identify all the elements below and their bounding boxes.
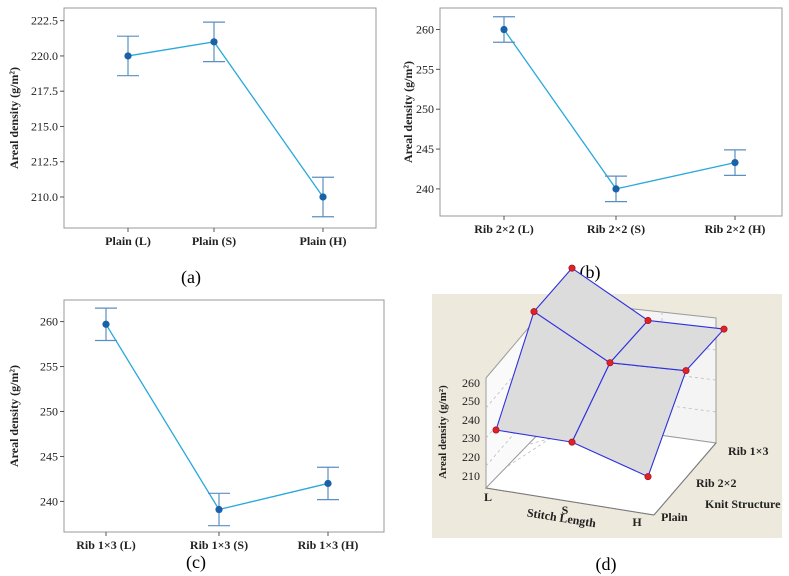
panel-c-xtick-label: Rib 1×3 (H): [298, 538, 359, 552]
panel-a: Areal density (g/m²) 210.0 212.5 215.0 217.…: [7, 7, 377, 288]
panel-a-ytick-label: 220.0: [31, 49, 58, 63]
panel-b-ytick-label: 245: [416, 142, 434, 156]
panel-c-marks: 240 245 250 255 260 Rib 1×3 (L) Rib 1×3 (S) Rib…: [40, 307, 359, 552]
panel-a-ytick-label: 217.5: [31, 84, 58, 98]
panel-b-ylabel: Areal density (g/m²): [401, 61, 415, 163]
panel-c-data-point: [102, 320, 110, 328]
panel-d: 260 250 240 230 220 210 Areal density (g…: [432, 264, 782, 575]
panel-c-ytick-label: 245: [40, 449, 58, 463]
panel-d-surface-point: [606, 359, 614, 367]
panel-a-caption: (a): [181, 267, 201, 288]
panel-d-surface: [492, 264, 728, 481]
panel-c-ytick-label: 240: [40, 494, 58, 508]
panel-d-surface-point: [644, 316, 652, 324]
panel-d-right-edge: [653, 442, 717, 516]
panel-c-ytick-label: 255: [40, 360, 58, 374]
panel-c-ytick-label: 250: [40, 405, 58, 419]
panel-b-ytick-label: 255: [416, 62, 434, 76]
panel-a-data-point: [319, 193, 327, 201]
panel-b-marks: 240 245 250 255 260 Rib 2×2 (L) Rib 2×2 (S) Rib…: [416, 16, 766, 236]
panel-d-caption: (d): [596, 554, 617, 575]
panel-a-data-point: [124, 52, 132, 60]
panel-b-xtick-label: Rib 2×2 (S): [587, 222, 645, 236]
panel-c-data-point: [215, 505, 223, 514]
panel-d-surface-point: [530, 308, 538, 316]
panel-a-plot-area: [63, 7, 377, 229]
panel-b-data-point: [731, 159, 739, 167]
panel-d-xtick: H: [632, 515, 642, 529]
panel-d-xtick: L: [484, 490, 492, 504]
panel-b-xtick-label: Rib 2×2 (H): [705, 222, 766, 236]
panel-a-xtick-label: Plain (H): [300, 234, 347, 248]
panel-d-surface-point: [682, 367, 690, 375]
panel-a-xtick-label: Plain (S): [192, 234, 236, 248]
panel-d-zlabel: Areal density (g/m²): [437, 385, 449, 479]
panel-b: Areal density (g/m²) 240 245 250 255 260 Rib …: [401, 7, 783, 283]
panel-d-ztick: 240: [462, 413, 480, 427]
panel-c-caption: (c): [186, 552, 206, 573]
panel-a-ylabel: Areal density (g/m²): [7, 67, 21, 169]
panel-d-ytick: Rib 2×2: [696, 476, 737, 490]
panel-a-ytick-label: 215.0: [31, 119, 58, 133]
panel-d-xtick: S: [562, 503, 569, 517]
panel-d-ytick: Plain: [661, 510, 688, 524]
panel-c-xtick-label: Rib 1×3 (L): [76, 538, 136, 552]
panel-d-ztick: 260: [462, 376, 480, 390]
panel-b-xtick-label: Rib 2×2 (L): [474, 222, 534, 236]
panel-d-surface-point: [568, 438, 576, 446]
panel-a-data-point: [210, 38, 218, 46]
panel-d-ztick: 220: [462, 450, 480, 464]
panel-d-surface-point: [644, 473, 652, 481]
panel-d-surface-point: [568, 264, 576, 272]
panel-b-plot-area: [439, 7, 783, 217]
panel-b-ytick-label: 240: [416, 182, 434, 196]
panel-c-data-point: [324, 479, 332, 488]
panel-c-ytick-label: 260: [40, 315, 58, 329]
panel-d-surface-point: [492, 426, 500, 434]
panel-d-ylabel: Knit Structure: [705, 497, 781, 511]
panel-b-data-point: [612, 185, 620, 193]
panel-c-ylabel: Areal density (g/m²): [7, 365, 21, 467]
panel-b-data-point: [500, 25, 508, 34]
panel-a-ytick-label: 212.5: [31, 155, 58, 169]
panel-d-ztick: 230: [462, 431, 480, 445]
panel-d-ztick: 210: [462, 469, 480, 483]
panel-d-front-edge: [485, 487, 655, 516]
panel-b-ytick-label: 260: [416, 23, 434, 37]
panel-c-xtick-label: Rib 1×3 (S): [190, 538, 248, 552]
panel-a-ytick-label: 222.5: [31, 14, 58, 28]
panel-d-surface-point: [720, 325, 728, 333]
panel-d-zticks: 260 250 240 230 220 210: [462, 376, 480, 483]
panel-a-ytick-label: 210.0: [31, 190, 58, 204]
panel-d-ytick: Rib 1×3: [728, 444, 769, 458]
panel-d-ztick: 250: [462, 394, 480, 408]
panel-c: Areal density (g/m²) 240 245 250 255 260 Rib …: [7, 299, 385, 573]
panel-a-marks: 210.0 212.5 215.0 217.5 220.0 222.5 Plain (L) P…: [31, 14, 347, 248]
panel-b-ytick-label: 250: [416, 102, 434, 116]
panel-a-xtick-label: Plain (L): [105, 234, 151, 248]
